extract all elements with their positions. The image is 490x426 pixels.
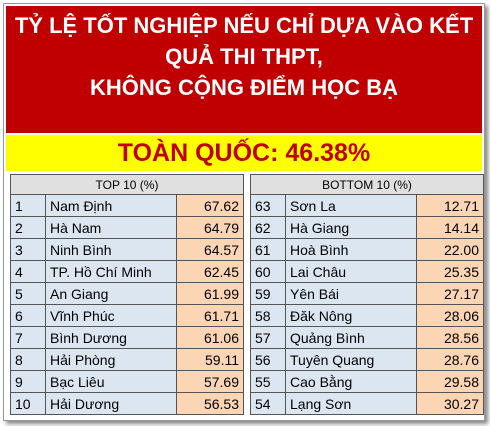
province: Hà Giang [285,216,417,239]
table-row: 9 Bạc Liêu 57.69 [10,370,244,393]
rate: 56.53 [176,392,244,415]
province: Cao Bằng [285,370,417,393]
table-title: BOTTOM 10 (%) [250,174,484,195]
province: Bạc Liêu [45,370,177,393]
province: Ninh Bình [45,238,177,261]
infographic: TỶ LỆ TỐT NGHIỆP NẾU CHỈ DỰA VÀO KẾT QUẢ … [3,3,485,421]
table-row: 62 Hà Giang 14.14 [250,216,484,239]
rate: 61.71 [176,304,244,327]
province: Nam Định [45,194,177,217]
rate: 64.79 [176,216,244,239]
rank: 4 [10,260,46,283]
rank: 61 [250,238,286,261]
rank: 1 [10,194,46,217]
rank: 7 [10,326,46,349]
table-row: 57 Quảng Bình 28.56 [250,326,484,349]
table-row: 61 Hoà Bình 22.00 [250,238,484,261]
table-row: 54 Lạng Sơn 30.27 [250,392,484,415]
province: Đăk Nông [285,304,417,327]
rate: 64.57 [176,238,244,261]
rate: 62.45 [176,260,244,283]
rate: 27.17 [416,282,484,305]
rank: 9 [10,370,46,393]
rank: 58 [250,304,286,327]
rate: 61.99 [176,282,244,305]
rank: 60 [250,260,286,283]
province: Hải Phòng [45,348,177,371]
rate: 28.76 [416,348,484,371]
table-row: 10 Hải Dương 56.53 [10,392,244,415]
table-row: 60 Lai Châu 25.35 [250,260,484,283]
table-row: 7 Bình Dương 61.06 [10,326,244,349]
rate: 22.00 [416,238,484,261]
title-line: TỶ LỆ TỐT NGHIỆP NẾU CHỈ DỰA VÀO KẾT [14,13,474,38]
province: TP. Hồ Chí Minh [45,260,177,283]
province: Quảng Bình [285,326,417,349]
table-title: TOP 10 (%) [10,174,244,195]
rank: 6 [10,304,46,327]
rate: 12.71 [416,194,484,217]
rank: 59 [250,282,286,305]
table-row: 1 Nam Định 67.62 [10,194,244,217]
table-row: 3 Ninh Bình 64.57 [10,238,244,261]
province: Tuyên Quang [285,348,417,371]
rate: 57.69 [176,370,244,393]
province: Hoà Bình [285,238,417,261]
table-row: 59 Yên Bái 27.17 [250,282,484,305]
province: Lạng Sơn [285,392,417,415]
table-row: 63 Sơn La 12.71 [250,194,484,217]
province: Hà Nam [45,216,177,239]
header-row: TOP 10 (%) [10,174,244,195]
rate: 59.11 [176,348,244,371]
rate: 67.62 [176,194,244,217]
province: Vĩnh Phúc [45,304,177,327]
rank: 5 [10,282,46,305]
rate: 28.06 [416,304,484,327]
rank: 2 [10,216,46,239]
province: Yên Bái [285,282,417,305]
rank: 55 [250,370,286,393]
rank: 8 [10,348,46,371]
table-row: 6 Vĩnh Phúc 61.71 [10,304,244,327]
title-line: KHÔNG CỘNG ĐIỂM HỌC BẠ [90,75,398,100]
rate: 28.56 [416,326,484,349]
rate: 25.35 [416,260,484,283]
rank: 3 [10,238,46,261]
subtitle: TOÀN QUỐC: 46.38% [6,135,482,171]
rank: 57 [250,326,286,349]
rank: 54 [250,392,286,415]
ranking-table: TOP 10 (%) 1 Nam Định 67.62 2 Hà Nam 64.79 3 Nin… [10,174,244,415]
province: An Giang [45,282,177,305]
table-row: 56 Tuyên Quang 28.76 [250,348,484,371]
rate: 30.27 [416,392,484,415]
ranking-table: BOTTOM 10 (%) 63 Sơn La 12.71 62 Hà Giang 14.1… [250,174,484,415]
province: Sơn La [285,194,417,217]
header-row: BOTTOM 10 (%) [250,174,484,195]
title-box: TỶ LỆ TỐT NGHIỆP NẾU CHỈ DỰA VÀO KẾT QUẢ … [6,6,482,133]
title-line: QUẢ THI THPT, [165,44,323,69]
rank: 63 [250,194,286,217]
table-row: 8 Hải Phòng 59.11 [10,348,244,371]
rank: 62 [250,216,286,239]
table-row: 58 Đăk Nông 28.06 [250,304,484,327]
rate: 61.06 [176,326,244,349]
rank: 10 [10,392,46,415]
province: Bình Dương [45,326,177,349]
table-row: 55 Cao Bằng 29.58 [250,370,484,393]
province: Hải Dương [45,392,177,415]
rate: 14.14 [416,216,484,239]
rank: 56 [250,348,286,371]
province: Lai Châu [285,260,417,283]
table-row: 5 An Giang 61.99 [10,282,244,305]
rate: 29.58 [416,370,484,393]
table-row: 2 Hà Nam 64.79 [10,216,244,239]
table-row: 4 TP. Hồ Chí Minh 62.45 [10,260,244,283]
